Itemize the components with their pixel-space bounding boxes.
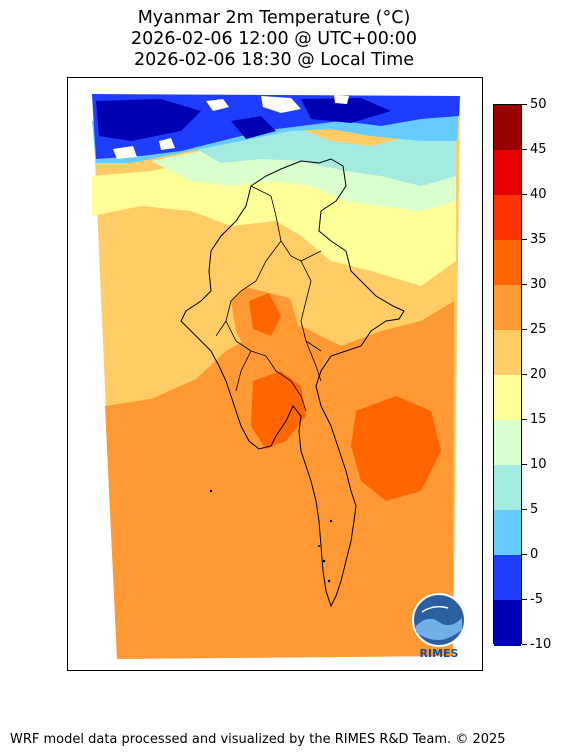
zone-warm-inner (121, 221, 361, 301)
zone-cold-deep-2 (301, 98, 391, 123)
colorbar-band (494, 330, 521, 376)
colorbar-tick (522, 104, 527, 105)
colorbar-band (494, 555, 521, 601)
colorbar-tick-label: 20 (530, 367, 547, 382)
colorbar-tick (522, 464, 527, 465)
colorbar-tick (522, 644, 527, 645)
zone-cold-deep-3 (231, 116, 276, 139)
islands (209, 489, 333, 583)
colorbar-tick (522, 509, 527, 510)
zone-white-3 (113, 146, 137, 159)
colorbar-tick (522, 329, 527, 330)
zone-cold-deep-1 (96, 99, 201, 141)
colorbar-band (494, 465, 521, 511)
colorbar-band (494, 105, 521, 151)
logo-text: RIMES (419, 647, 459, 660)
colorbar-tick-label: -10 (530, 637, 552, 652)
colorbar-band (494, 600, 521, 646)
colorbar-band (494, 150, 521, 196)
colorbar-tick-label: 45 (530, 142, 547, 157)
colorbar-tick (522, 599, 527, 600)
colorbar-band (494, 510, 521, 556)
colorbar-tick-label: 5 (530, 502, 539, 517)
colorbar (493, 104, 522, 646)
zone-white-2 (206, 99, 229, 111)
title-line-2: 2026-02-06 12:00 @ UTC+00:00 (130, 29, 418, 49)
colorbar-tick-label: -5 (530, 592, 543, 607)
footer-credit: WRF model data processed and visualized … (10, 732, 506, 747)
map-frame (67, 77, 483, 671)
title-line-1: Myanmar 2m Temperature (°C) (137, 8, 411, 28)
zone-hotter-central (249, 293, 281, 336)
zone-mild (191, 126, 456, 186)
zone-white-1 (261, 96, 301, 113)
colorbar-tick-label: 30 (530, 277, 547, 292)
colorbar-tick-label: 50 (530, 97, 547, 112)
colorbar-tick-label: 0 (530, 547, 539, 562)
colorbar-tick-label: 35 (530, 232, 547, 247)
state-borders (215, 185, 322, 412)
colorbar-tick-label: 10 (530, 457, 547, 472)
zone-white-4 (159, 138, 175, 150)
globe-icon (412, 593, 466, 647)
colorbar-band (494, 240, 521, 286)
colorbar-tick-label: 40 (530, 187, 547, 202)
colorbar-tick (522, 149, 527, 150)
colorbar-tick (522, 284, 527, 285)
colorbar-tick (522, 374, 527, 375)
map-title: Myanmar 2m Temperature (°C) 2026-02-06 1… (0, 8, 548, 71)
colorbar-band (494, 195, 521, 241)
colorbar-tick (522, 194, 527, 195)
colorbar-tick (522, 554, 527, 555)
country-border (180, 158, 405, 608)
colorbar-tick-label: 25 (530, 322, 547, 337)
zone-hotter-delta (251, 371, 306, 449)
colorbar-band (494, 420, 521, 466)
colorbar-tick (522, 419, 527, 420)
zone-hot-south (105, 301, 454, 659)
colorbar-tick (522, 239, 527, 240)
zone-hotter-east (351, 396, 441, 501)
temperature-map (92, 94, 460, 659)
colorbar-tick-label: 15 (530, 412, 547, 427)
zone-white-5 (334, 95, 349, 104)
rimes-logo: RIMES (408, 592, 470, 660)
colorbar-band (494, 285, 521, 331)
colorbar-band (494, 375, 521, 421)
title-line-3: 2026-02-06 18:30 @ Local Time (133, 50, 415, 70)
